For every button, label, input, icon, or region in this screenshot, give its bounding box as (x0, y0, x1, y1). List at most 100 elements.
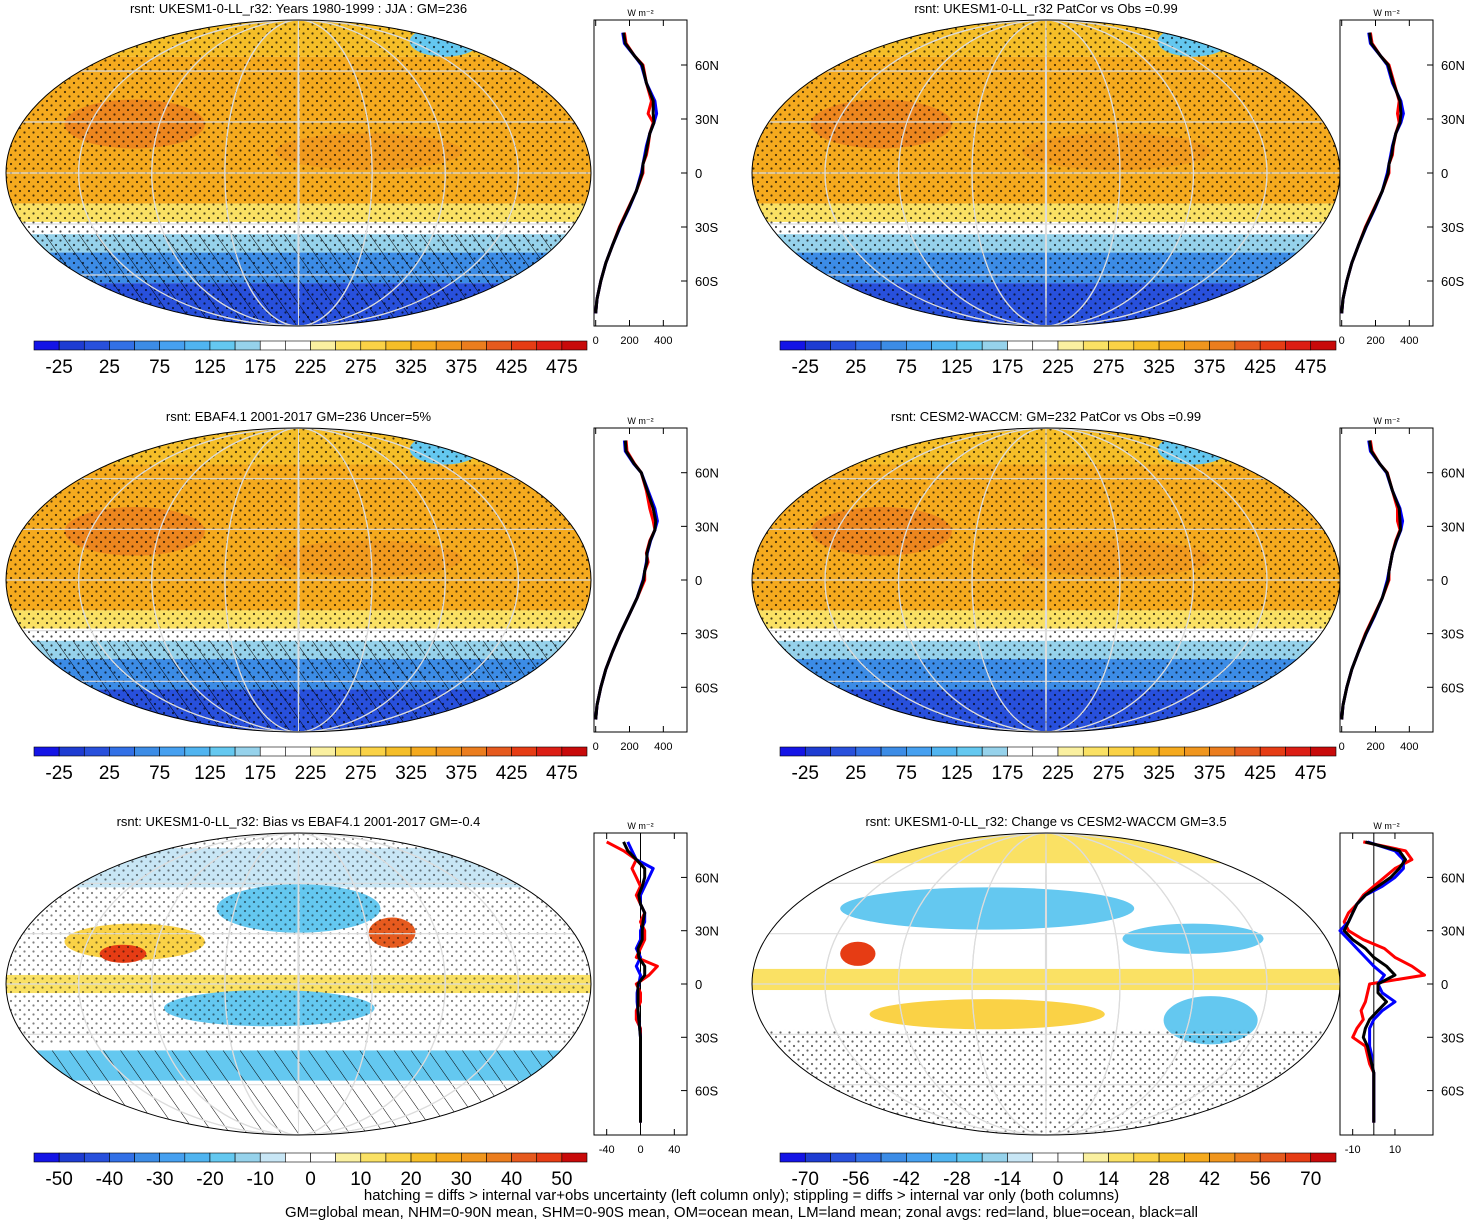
colorbar-swatch (1082, 746, 1109, 757)
zonal-y-tick-label: 30N (695, 519, 719, 534)
colorbar-swatch (1310, 1152, 1337, 1163)
colorbar-swatch (1259, 340, 1286, 351)
colorbar-tick-label: 125 (941, 357, 973, 378)
zonal-y-tick-label: 0 (1441, 166, 1448, 181)
colorbar-swatch (1007, 1152, 1034, 1163)
colorbar-tick-label: 325 (1143, 357, 1175, 378)
zonal-unit-label: W m⁻² (627, 416, 653, 426)
colorbar-swatch (385, 746, 412, 757)
colorbar-swatch (310, 1152, 336, 1163)
zonal-y-tick-label: 30N (1441, 924, 1465, 939)
colorbar-swatch (159, 1152, 186, 1163)
colorbar: -25 25 75 125 175 225 275 325 375 425 475 (33, 340, 588, 378)
colorbar-swatch (1285, 1152, 1312, 1163)
zonal-x-tick-label: 400 (1400, 741, 1418, 753)
zonal-y-tick-label: 60N (695, 58, 719, 73)
graticule-line (224, 428, 373, 732)
colorbar-tick-label: 475 (1295, 763, 1327, 784)
zonal-y-tick-label: 60S (695, 680, 718, 695)
panel-title: rsnt: UKESM1-0-LL_r32: Years 1980-1999 :… (130, 1, 467, 16)
colorbar-swatch (159, 746, 186, 757)
colorbar-tick-label: -25 (45, 357, 72, 378)
colorbar-swatch (880, 340, 907, 351)
zonal-x-tick-label: 200 (620, 335, 638, 347)
panel-title: rsnt: EBAF4.1 2001-2017 GM=236 Uncer=5% (166, 409, 432, 424)
graticule-line (897, 428, 1195, 732)
colorbar-swatch (1108, 340, 1135, 351)
colorbar-swatch (804, 746, 831, 757)
zonal-x-tick-label: 200 (620, 741, 638, 753)
colorbar-tick-label: 40 (501, 1169, 522, 1185)
colorbar-swatch (33, 1152, 60, 1163)
colorbar-swatch (1133, 340, 1160, 351)
colorbar-swatch (1158, 340, 1185, 351)
map-blob (1122, 923, 1264, 954)
colorbar-swatch (1032, 746, 1059, 757)
zonal-y-tick-label: 60N (1441, 466, 1465, 481)
colorbar-tick-label: 175 (992, 763, 1024, 784)
footer-line-2: GM=global mean, NHM=0-90N mean, SHM=0-90… (284, 1204, 1198, 1221)
colorbar-tick-label: -14 (994, 1169, 1022, 1185)
colorbar-tick-label: -56 (842, 1169, 869, 1185)
zonal-y-tick-label: 30S (1441, 220, 1464, 235)
colorbar-swatch (511, 746, 538, 757)
zonal-y-tick-label: 0 (695, 573, 702, 588)
zonal-x-tick-label: 200 (1366, 741, 1384, 753)
colorbar-swatch (1108, 746, 1135, 757)
graticule-line (824, 833, 1268, 1135)
graticule-line (1044, 20, 1048, 326)
colorbar-swatch (1032, 1152, 1059, 1163)
map-border (5, 832, 592, 1136)
colorbar-swatch (511, 1152, 538, 1163)
colorbar-swatch (830, 1152, 857, 1163)
colorbar-swatch (234, 1152, 261, 1163)
zonal-x-tick-label: -10 (1345, 1144, 1361, 1156)
zonal-x-tick-label: 0 (1339, 335, 1345, 347)
zonal-x-tick-label: 400 (654, 741, 672, 753)
colorbar-swatch (880, 746, 907, 757)
colorbar-swatch (511, 340, 538, 351)
colorbar-swatch (486, 1152, 512, 1163)
colorbar-tick-label: 42 (1199, 1169, 1220, 1185)
colorbar-swatch (83, 340, 110, 351)
colorbar-tick-label: 275 (1093, 763, 1125, 784)
graticule-line (1044, 428, 1048, 732)
zonal-mean-plot: W m⁻² -10 10 60N 30N 0 30S 60S (1338, 821, 1465, 1156)
colorbar-swatch (1133, 1152, 1160, 1163)
panel-1: rsnt: UKESM1-0-LL_r32: Years 1980-1999 :… (5, 1, 719, 378)
zonal-y-tick-label: 60S (1441, 274, 1464, 289)
world-map (6, 20, 591, 326)
colorbar-tick-label: 0 (1053, 1169, 1064, 1185)
colorbar-swatch (109, 340, 135, 351)
colorbar-swatch (134, 340, 160, 351)
colorbar: -25 25 75 125 175 225 275 325 375 425 475 (779, 746, 1337, 784)
colorbar-swatch (234, 746, 261, 757)
map-blob (869, 999, 1105, 1030)
graticule-line (297, 428, 300, 732)
colorbar-swatch (410, 746, 437, 757)
colorbar-tick-label: 70 (1300, 1169, 1321, 1185)
colorbar-swatch (855, 340, 882, 351)
colorbar-swatch (58, 1152, 85, 1163)
colorbar-swatch (1209, 340, 1236, 351)
colorbar-tick-label: 25 (845, 357, 866, 378)
world-map (752, 428, 1340, 732)
zonal-y-tick-label: 30S (695, 1030, 718, 1045)
colorbar-tick-label: -20 (196, 1169, 223, 1185)
graticule-line (971, 20, 1121, 326)
panel-6: rsnt: UKESM1-0-LL_r32: Change vs CESM2-W… (751, 814, 1465, 1185)
colorbar-swatch (184, 340, 211, 351)
panel-title: rsnt: UKESM1-0-LL_r32: Change vs CESM2-W… (865, 814, 1226, 829)
colorbar-swatch (435, 746, 462, 757)
panel-title: rsnt: CESM2-WACCM: GM=232 PatCor vs Obs … (891, 409, 1201, 424)
zonal-series-black (1340, 440, 1402, 720)
zonal-unit-label: W m⁻² (1373, 8, 1399, 18)
colorbar-swatch (855, 1152, 882, 1163)
zonal-unit-label: W m⁻² (627, 8, 653, 18)
zonal-frame (593, 427, 688, 733)
colorbar-swatch (1209, 1152, 1236, 1163)
colorbar-tick-label: 75 (896, 763, 917, 784)
figure: rsnt: UKESM1-0-LL_r32: Years 1980-1999 :… (5, 1, 1465, 1185)
panel-3: rsnt: EBAF4.1 2001-2017 GM=236 Uncer=5% -… (5, 409, 719, 784)
colorbar-tick-label: 175 (244, 357, 276, 378)
